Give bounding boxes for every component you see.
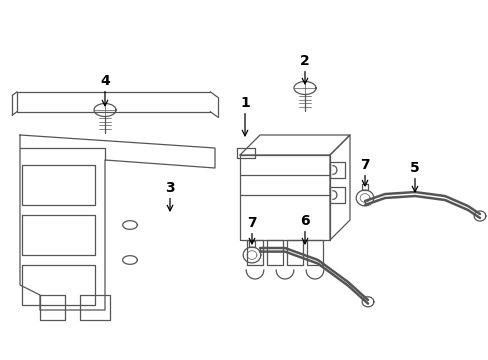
Text: 4: 4 xyxy=(100,74,110,88)
Text: 7: 7 xyxy=(246,216,256,230)
Text: 5: 5 xyxy=(409,161,419,175)
Text: 2: 2 xyxy=(300,54,309,68)
Text: 3: 3 xyxy=(165,181,174,195)
Text: 7: 7 xyxy=(360,158,369,172)
Text: 6: 6 xyxy=(300,214,309,228)
Text: 1: 1 xyxy=(240,96,249,110)
